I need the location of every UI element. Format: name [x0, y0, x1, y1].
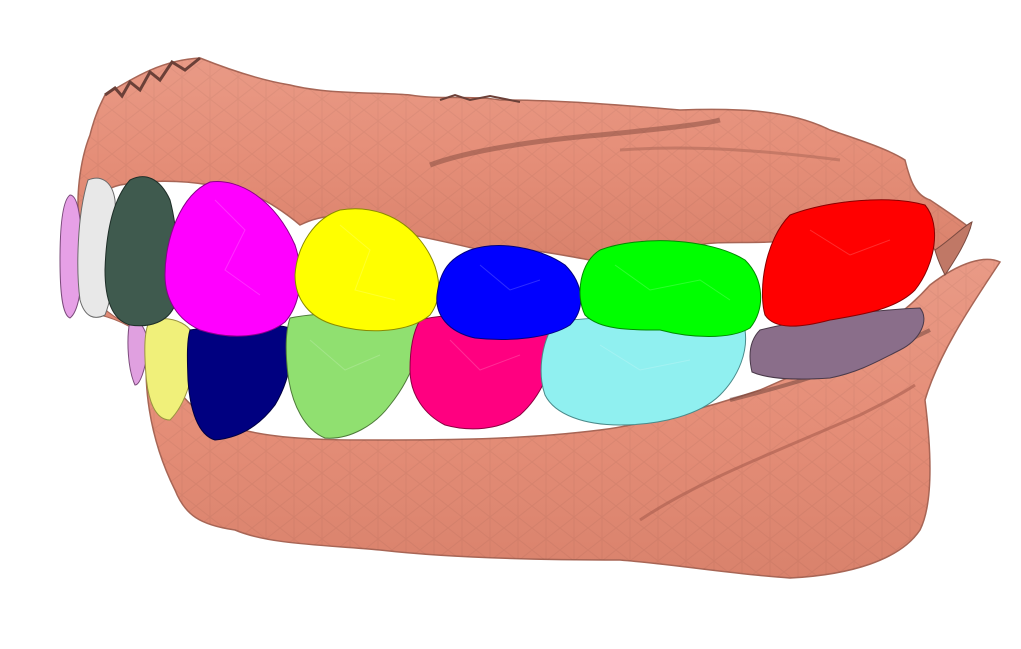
upper-teeth	[59, 176, 936, 340]
tooth-upper-premolar-yellow	[294, 208, 440, 332]
right-gum-flap	[934, 221, 973, 276]
tooth-upper-molar-red	[761, 199, 936, 327]
tooth-lower-canine-paleyellow	[144, 318, 196, 421]
upper-gum	[77, 56, 972, 261]
tooth-facet-texture	[214, 199, 891, 371]
tooth-upper-canine-darkgreen	[104, 176, 179, 327]
tooth-upper-premolar-magenta	[164, 181, 301, 337]
tooth-lower-incisor-pink	[127, 319, 149, 386]
tooth-upper-molar-green	[579, 240, 762, 337]
lower-teeth	[127, 307, 925, 441]
tooth-upper-molar-blue	[436, 245, 582, 340]
lower-gum	[145, 258, 1002, 579]
